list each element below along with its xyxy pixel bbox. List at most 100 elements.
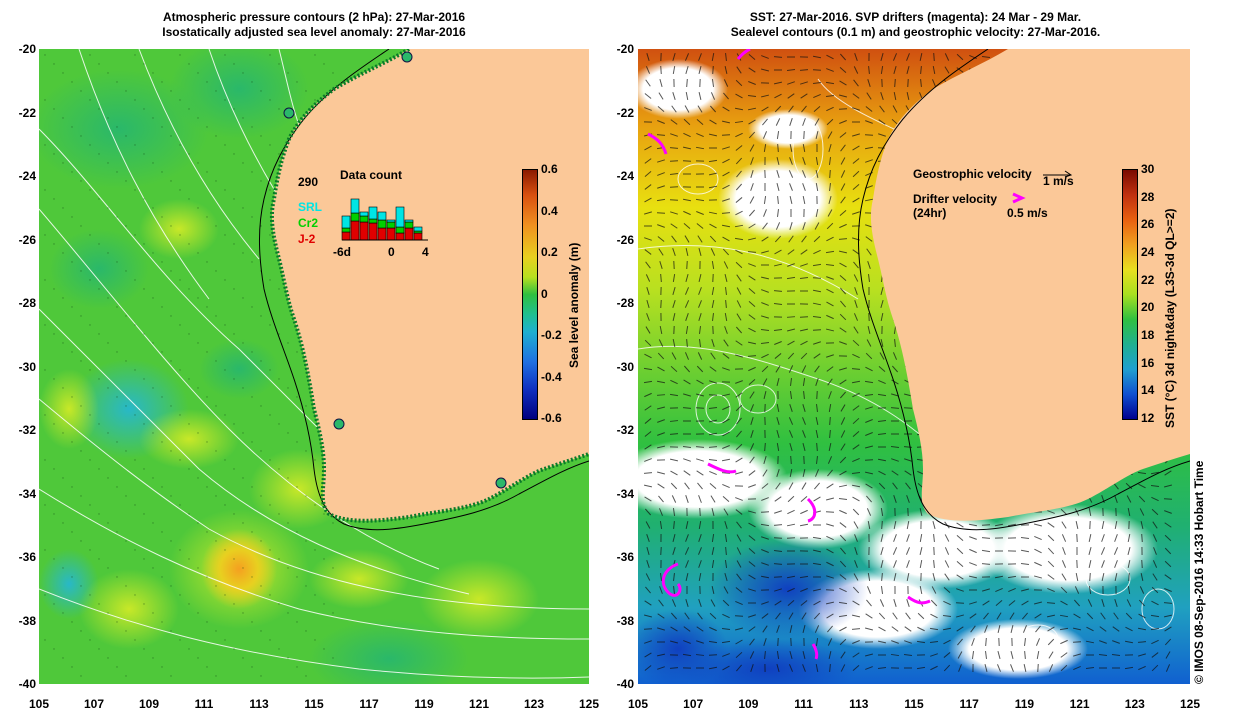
- data-count-title: Data count: [340, 168, 403, 182]
- left-lat-tick-label: -32: [18, 423, 36, 437]
- data-count-bar-srl: [395, 206, 405, 228]
- sst-colorbar-tick: 28: [1141, 189, 1155, 204]
- data-count-bar-cr2: [395, 226, 405, 234]
- sst-colorbar-tick: 22: [1141, 272, 1155, 287]
- right-lat-tick-label: -40: [616, 677, 634, 691]
- right-lat-tick-label: -30: [616, 359, 634, 374]
- left-lon-tick-label: 121: [468, 697, 490, 711]
- right-lat-tick-label: -34: [616, 486, 634, 501]
- data-count-bar-srl: [404, 219, 414, 223]
- sst-colorbar-tick: 18: [1141, 328, 1155, 342]
- sst-colorbar-tick: 24: [1141, 245, 1155, 259]
- drifter-velocity-arrow-icon: [1012, 192, 1026, 204]
- data-count-bar-j2: [368, 222, 378, 241]
- data-count-bar-cr2: [350, 212, 360, 222]
- right-lat-tick-label: -36: [616, 550, 634, 564]
- drifter-velocity-sub: (24hr): [913, 206, 947, 220]
- sla-colorbar-tick: 0.2: [541, 245, 558, 259]
- data-count-bar-j2: [350, 220, 360, 241]
- sla-colorbar-tick: 0.6: [541, 162, 558, 176]
- left-lon-tick-label: 111: [194, 697, 214, 711]
- data-count-bar-j2: [404, 227, 414, 241]
- data-count-bar-cr2: [359, 215, 369, 223]
- left-lon-tick-label: 105: [28, 697, 50, 711]
- tide-gauge-marker[interactable]: [283, 107, 295, 119]
- right-lat-tick-label: -22: [616, 105, 634, 120]
- right-map-svg: [638, 49, 1190, 684]
- right-lon-tick-label: 113: [849, 697, 869, 711]
- data-count-bar-srl: [377, 211, 387, 221]
- tide-gauge-marker[interactable]: [333, 418, 345, 430]
- data-count-xlabel-start: -6d: [333, 245, 351, 259]
- data-count-bar-srl: [413, 226, 423, 232]
- sst-colorbar-tick: 26: [1141, 217, 1155, 232]
- data-count-bar-srl: [368, 206, 378, 220]
- coastline-left: [269, 49, 589, 523]
- data-count-xlabel-end: 4: [422, 245, 429, 259]
- data-count-chart: [341, 198, 428, 241]
- sst-colorbar-tick: 20: [1141, 300, 1155, 315]
- cold-water-patches: [638, 539, 868, 684]
- right-lon-tick-label: 121: [1069, 697, 1090, 711]
- geostrophic-velocity-label: Geostrophic velocity: [913, 167, 1032, 181]
- right-lat-tick-label: -32: [616, 423, 634, 437]
- data-count-bar-srl: [386, 219, 396, 223]
- shelf-contour-right: [858, 49, 1190, 531]
- data-count-bar-cr2: [377, 219, 387, 229]
- sst-colorbar: [1122, 169, 1138, 420]
- right-lon-tick-label: 119: [1014, 697, 1035, 711]
- data-count-bar-cr2: [386, 221, 396, 229]
- right-lon-tick-label: 109: [738, 697, 759, 711]
- geostrophic-velocity-arrow-icon: [1043, 170, 1073, 178]
- sst-colorbar-tick: 16: [1141, 355, 1155, 370]
- sla-colorbar-tick: 0.4: [541, 203, 558, 218]
- sst-colorbar-tick: 30: [1141, 162, 1155, 176]
- right-lon-tick-label: 123: [1124, 697, 1145, 711]
- left-map-panel: [39, 49, 589, 684]
- sst-colorbar-tick: 12: [1141, 411, 1155, 425]
- right-lon-tick-label: 107: [683, 697, 704, 711]
- legend-srl: SRL: [298, 200, 322, 214]
- sla-colorbar-tick: -0.4: [541, 369, 562, 384]
- left-lon-tick-label: 113: [249, 697, 269, 711]
- data-count-bar-j2: [359, 221, 369, 241]
- data-count-bar-j2: [377, 227, 387, 241]
- left-lon-tick-label: 107: [83, 697, 105, 711]
- data-count-bar-j2: [413, 232, 423, 241]
- data-count-bar-j2: [386, 227, 396, 241]
- left-lat-tick-label: -24: [18, 169, 36, 183]
- left-map-svg: [39, 49, 589, 684]
- left-lat-tick-label: -22: [18, 105, 36, 120]
- right-lon-tick-label: 125: [1179, 697, 1201, 711]
- left-lat-tick-label: -30: [18, 359, 36, 374]
- right-map-title-line2: Sealevel contours (0.1 m) and geostrophi…: [730, 25, 1101, 39]
- left-map-title-line2: Isostatically adjusted sea level anomaly…: [162, 25, 466, 39]
- data-count-bar-cr2: [404, 221, 414, 229]
- drifter-velocity-label: Drifter velocity: [913, 192, 998, 206]
- data-count-max: 290: [298, 175, 319, 189]
- imos-credit: © IMOS 08-Sep-2016 14:33 Hobart Time: [1192, 460, 1206, 684]
- right-map-panel: [638, 49, 1190, 684]
- sst-colorbar-label: SST (°C) 3d night&day (L3S-3d QL>=2): [1163, 208, 1177, 429]
- data-count-bar-cr2: [413, 230, 423, 234]
- data-count-bar-srl: [341, 215, 351, 229]
- australia-land-left: [271, 49, 589, 521]
- sla-colorbar-tick: -0.6: [541, 411, 562, 425]
- right-lat-tick-label: -20: [616, 42, 634, 56]
- data-count-bar-cr2: [341, 227, 351, 233]
- left-lat-tick-label: -36: [18, 550, 36, 564]
- data-count-bar-srl: [350, 198, 360, 214]
- tide-gauge-marker[interactable]: [495, 477, 507, 489]
- left-lat-tick-label: -38: [18, 613, 36, 628]
- left-lon-tick-label: 125: [578, 697, 600, 711]
- data-count-bar-j2: [395, 232, 405, 241]
- right-map-title-line1: SST: 27-Mar-2016. SVP drifters (magenta)…: [749, 10, 1082, 24]
- left-lon-tick-label: 123: [523, 697, 545, 711]
- left-lon-tick-label: 109: [138, 697, 160, 711]
- legend-j2: J-2: [298, 232, 316, 246]
- right-lat-tick-label: -38: [616, 613, 634, 628]
- sla-colorbar-tick: -0.2: [541, 328, 562, 342]
- tide-gauge-marker[interactable]: [401, 51, 413, 63]
- left-lat-tick-label: -28: [18, 296, 36, 310]
- data-count-bar-j2: [341, 231, 351, 241]
